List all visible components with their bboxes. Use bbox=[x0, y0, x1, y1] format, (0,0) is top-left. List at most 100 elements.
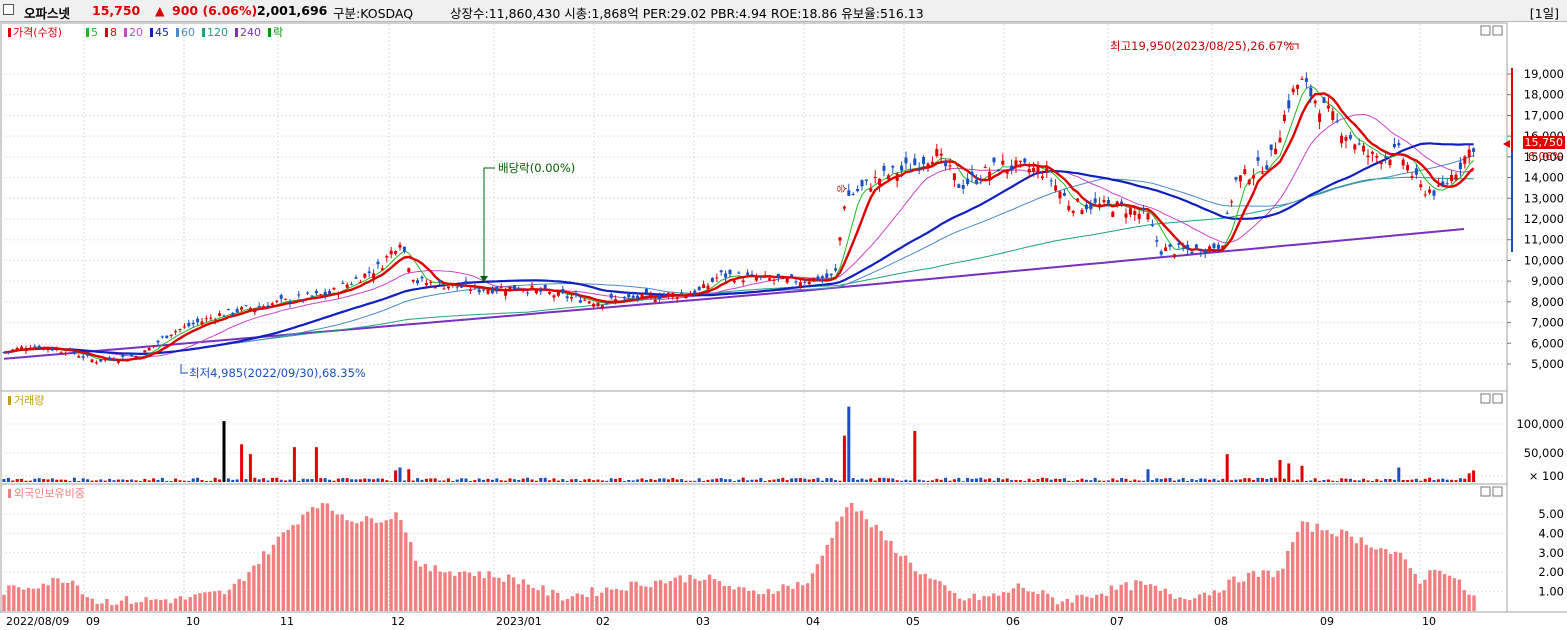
candle-body bbox=[922, 156, 926, 165]
price-axis-label: 18,000 bbox=[1524, 88, 1564, 102]
volume-bar bbox=[204, 480, 208, 482]
select-checkbox[interactable] bbox=[3, 4, 14, 15]
candle-body bbox=[1001, 160, 1005, 165]
volume-bar bbox=[1428, 477, 1432, 482]
candle-body bbox=[235, 309, 239, 313]
candle-body bbox=[1366, 155, 1370, 158]
candle-body bbox=[530, 285, 534, 288]
foreign-ratio-bar bbox=[732, 589, 736, 611]
foreign-ratio-bar bbox=[1364, 544, 1368, 611]
volume-bar bbox=[297, 480, 301, 482]
candle-body bbox=[939, 153, 943, 156]
candle-body bbox=[1304, 78, 1308, 82]
foreign-ratio-bar bbox=[462, 571, 467, 611]
foreign-ratio-bar bbox=[1055, 604, 1060, 611]
candle-body bbox=[1335, 120, 1339, 122]
candle-body bbox=[790, 274, 794, 277]
candle-body bbox=[1432, 190, 1436, 196]
volume-bar bbox=[187, 480, 191, 482]
volume-bar bbox=[556, 480, 560, 482]
candle-body bbox=[1274, 148, 1278, 155]
foreign-ratio-bar bbox=[413, 560, 418, 611]
volume-bar bbox=[1212, 478, 1216, 482]
foreign-ratio-bar bbox=[1428, 570, 1432, 611]
foreign-ratio-bar bbox=[482, 578, 486, 611]
volume-bar bbox=[1084, 479, 1088, 482]
candle-body bbox=[895, 173, 899, 182]
volume-bar bbox=[433, 478, 437, 482]
foreign-ratio-bar bbox=[448, 571, 452, 611]
volume-bar bbox=[847, 406, 851, 482]
candle-body bbox=[306, 292, 310, 294]
candle-body bbox=[1084, 204, 1088, 210]
volume-bar bbox=[1454, 480, 1458, 482]
candle-body bbox=[86, 353, 90, 356]
candle-body bbox=[1221, 245, 1225, 250]
candle-body bbox=[1128, 208, 1132, 215]
foreign-ratio-bar bbox=[1144, 584, 1148, 611]
candle-body bbox=[178, 329, 182, 331]
foreign-ratio-bar bbox=[541, 585, 545, 611]
candle-body bbox=[1296, 84, 1300, 89]
candle-body bbox=[2, 352, 6, 354]
volume-bar bbox=[213, 477, 217, 482]
candle-body bbox=[354, 277, 358, 279]
candle-body bbox=[539, 289, 543, 292]
candle-body bbox=[1260, 172, 1264, 174]
price-axis-label: 11,000 bbox=[1524, 233, 1564, 247]
volume-bar bbox=[671, 478, 675, 482]
candle-body bbox=[1225, 212, 1229, 214]
candle-body bbox=[1040, 176, 1044, 179]
candle-body bbox=[759, 276, 763, 278]
volume-bar bbox=[1252, 479, 1256, 482]
foreign-ratio-bar bbox=[531, 587, 535, 611]
foreign-panel-buttons[interactable] bbox=[1480, 486, 1503, 497]
volume-panel-buttons[interactable] bbox=[1480, 393, 1503, 404]
foreign-ratio-bar bbox=[350, 521, 354, 611]
foreign-ratio-bar bbox=[95, 603, 99, 611]
candle-body bbox=[1269, 144, 1273, 150]
volume-bar bbox=[306, 479, 310, 482]
candle-body bbox=[1062, 192, 1066, 196]
foreign-ratio-bar bbox=[1286, 550, 1290, 611]
price-panel-buttons[interactable] bbox=[1480, 25, 1503, 36]
volume-bar bbox=[11, 480, 15, 482]
foreign-ratio-bar bbox=[1452, 578, 1457, 611]
volume-bar bbox=[526, 477, 530, 482]
foreign-ratio-bar bbox=[801, 585, 805, 611]
candle-body bbox=[847, 190, 851, 196]
volume-bar bbox=[15, 479, 19, 482]
x-tick-label: 05 bbox=[906, 615, 920, 628]
volume-bar bbox=[922, 480, 926, 482]
foreign-ratio-bar bbox=[355, 523, 359, 611]
volume-bar bbox=[504, 480, 508, 482]
foreign-ratio-bar bbox=[600, 592, 604, 611]
foreign-ratio-bar bbox=[173, 598, 178, 611]
candle-body bbox=[1080, 210, 1084, 215]
candle-body bbox=[1397, 143, 1401, 146]
foreign-ratio-bar bbox=[1472, 595, 1476, 611]
x-tick-label: 12 bbox=[391, 615, 405, 628]
stock-name[interactable]: 오파스넷 bbox=[24, 6, 71, 21]
candle-body bbox=[187, 322, 191, 327]
candle-body bbox=[147, 347, 151, 351]
foreign-ratio-bar bbox=[693, 578, 697, 611]
candle-body bbox=[28, 347, 32, 349]
volume-bar bbox=[160, 477, 164, 482]
foreign-ratio-bar bbox=[1104, 595, 1109, 611]
foreign-ratio-bar bbox=[972, 593, 976, 611]
foreign-ratio-bar bbox=[203, 592, 207, 611]
candle-body bbox=[662, 295, 666, 297]
foreign-ratio-bar bbox=[1011, 588, 1016, 611]
volume-bar bbox=[548, 480, 552, 482]
foreign-ratio-bar bbox=[1354, 543, 1359, 611]
candle-body bbox=[869, 188, 873, 192]
foreign-ratio-bar bbox=[1183, 599, 1187, 611]
volume-bar bbox=[231, 479, 235, 482]
volume-bar bbox=[1124, 478, 1128, 482]
foreign-ratio-bar bbox=[149, 600, 153, 611]
candle-body bbox=[68, 348, 72, 350]
foreign-ratio-bar bbox=[570, 596, 575, 611]
period-selector[interactable]: [1일] bbox=[1529, 6, 1559, 21]
